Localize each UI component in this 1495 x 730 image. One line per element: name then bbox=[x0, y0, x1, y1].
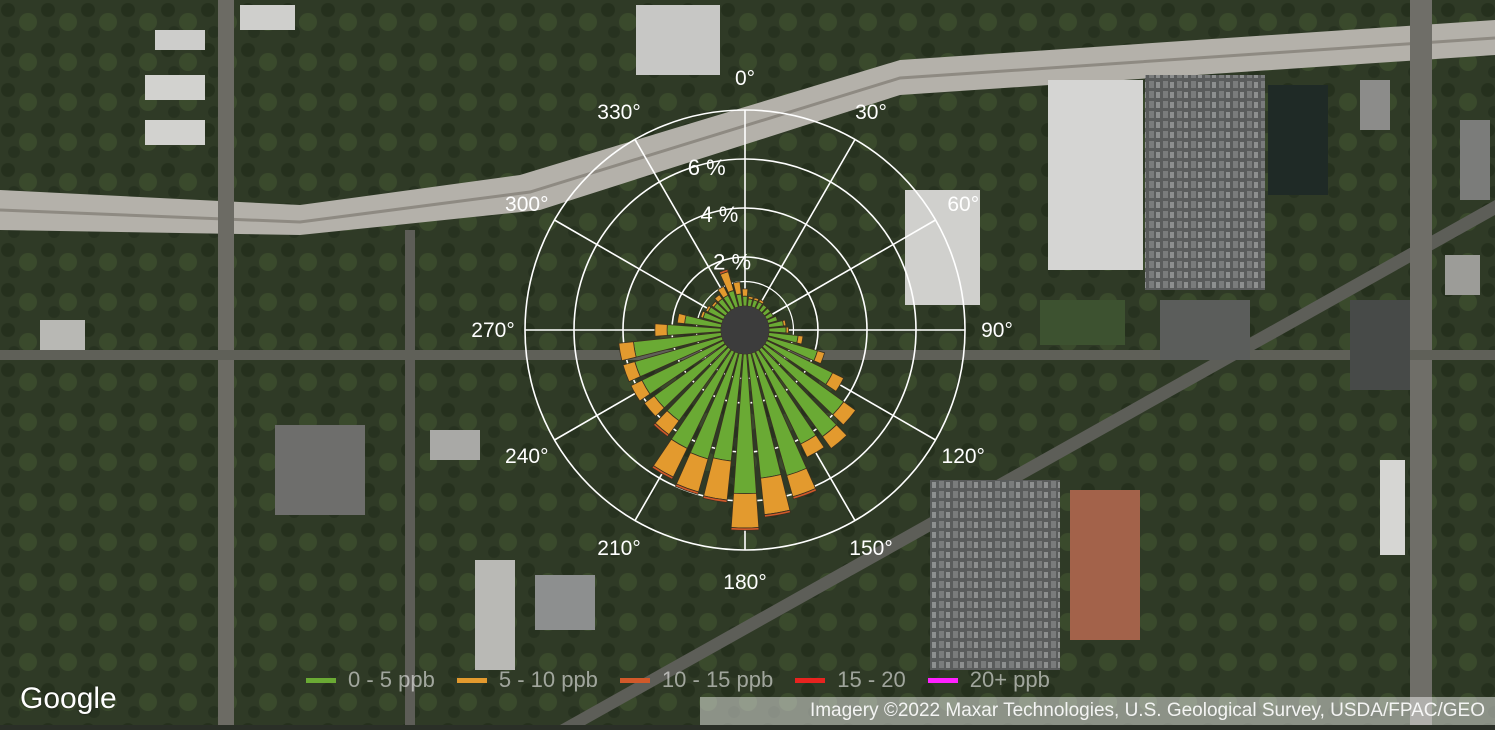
google-logo[interactable]: Google bbox=[20, 682, 117, 715]
rose-bar-segment bbox=[800, 434, 825, 458]
angle-label: 0° bbox=[735, 67, 755, 90]
rose-hub bbox=[721, 306, 769, 354]
angle-label: 120° bbox=[942, 445, 985, 468]
angle-label: 90° bbox=[981, 319, 1013, 342]
chart-legend: 0 - 5 ppb 5 - 10 ppb 10 - 15 ppb 15 - 20 20+… bbox=[306, 666, 1072, 694]
grid-ring bbox=[524, 109, 966, 551]
rose-bar-segment bbox=[622, 361, 641, 383]
angle-label: 210° bbox=[597, 537, 640, 560]
rose-bar-segment bbox=[832, 401, 857, 426]
legend-item[interactable]: 15 - 20 bbox=[795, 667, 906, 693]
rose-bar-segment bbox=[741, 288, 749, 297]
rose-bar-segment bbox=[630, 379, 651, 402]
map-attribution[interactable]: Imagery ©2022 Maxar Technologies, U.S. G… bbox=[700, 697, 1495, 725]
rose-bar-segment bbox=[717, 285, 729, 299]
rose-bar-segment bbox=[768, 326, 787, 334]
legend-swatch bbox=[456, 677, 487, 683]
legend-swatch bbox=[795, 677, 826, 683]
angle-label: 180° bbox=[723, 571, 766, 594]
rose-bar-segment bbox=[718, 268, 729, 276]
rose-bar-segment bbox=[702, 495, 728, 503]
legend-label: 0 - 5 ppb bbox=[348, 667, 435, 692]
rose-bar-segment bbox=[618, 341, 637, 362]
polar-labels: 0° 30° 60° 90° 120° 150° 180° 210° 240° 270° 300° 3… bbox=[471, 67, 1013, 594]
legend-swatch bbox=[306, 677, 336, 683]
legend-item[interactable]: 0 - 5 ppb bbox=[306, 667, 435, 693]
rose-bar-segment bbox=[676, 313, 687, 325]
rose-bars bbox=[618, 268, 857, 531]
legend-swatch bbox=[927, 677, 958, 683]
rose-bar-segment bbox=[753, 297, 760, 302]
legend-item[interactable]: 20+ ppb bbox=[927, 667, 1050, 693]
legend-label: 20+ ppb bbox=[969, 667, 1050, 692]
radial-tick-label: 6 % bbox=[688, 155, 726, 180]
legend-label: 10 - 15 ppb bbox=[661, 667, 774, 692]
legend-swatch bbox=[619, 677, 650, 683]
rose-bar-segment bbox=[760, 474, 791, 516]
rose-bar-segment bbox=[747, 295, 754, 301]
rose-bar-segment bbox=[700, 310, 706, 319]
legend-item[interactable]: 5 - 10 ppb bbox=[456, 667, 598, 693]
rose-bar-segment bbox=[742, 295, 748, 307]
rose-bar-segment bbox=[785, 326, 790, 334]
legend-item[interactable]: 10 - 15 ppb bbox=[619, 667, 774, 693]
rose-bar-segment bbox=[732, 281, 742, 296]
angle-label: 30° bbox=[855, 101, 887, 124]
rose-bar-segment bbox=[703, 457, 732, 501]
angle-label: 270° bbox=[471, 319, 514, 342]
angle-label: 150° bbox=[849, 537, 892, 560]
rose-bar-segment bbox=[825, 372, 845, 392]
rose-bar-segment bbox=[651, 465, 674, 480]
angle-label: 330° bbox=[597, 101, 640, 124]
angle-label: 60° bbox=[947, 193, 979, 216]
rose-bar-segment bbox=[758, 299, 765, 305]
rose-bar-segment bbox=[711, 300, 718, 308]
rose-bar-segment bbox=[730, 492, 760, 529]
rose-bar-segment bbox=[763, 509, 792, 518]
rose-bar-segment bbox=[714, 294, 723, 303]
legend-label: 15 - 20 bbox=[837, 667, 906, 692]
rose-bar-segment bbox=[674, 483, 700, 495]
rose-bar-segment bbox=[643, 395, 665, 418]
rose-bar-segment bbox=[792, 487, 818, 500]
angle-label: 300° bbox=[505, 193, 548, 216]
rose-bar-segment bbox=[813, 350, 826, 365]
rose-bar-segment bbox=[730, 527, 760, 531]
rose-bar-segment bbox=[652, 422, 670, 438]
rose-bar-segment bbox=[782, 319, 787, 327]
legend-label: 5 - 10 ppb bbox=[498, 667, 598, 692]
rose-bar-segment bbox=[796, 335, 804, 345]
angle-label: 240° bbox=[505, 445, 548, 468]
rose-bar-segment bbox=[705, 305, 712, 313]
radial-tick-label: 4 % bbox=[700, 202, 738, 227]
rose-bar-segment bbox=[821, 424, 848, 450]
rose-bar-segment bbox=[654, 323, 668, 337]
radial-tick-label: 2 % bbox=[713, 249, 751, 274]
